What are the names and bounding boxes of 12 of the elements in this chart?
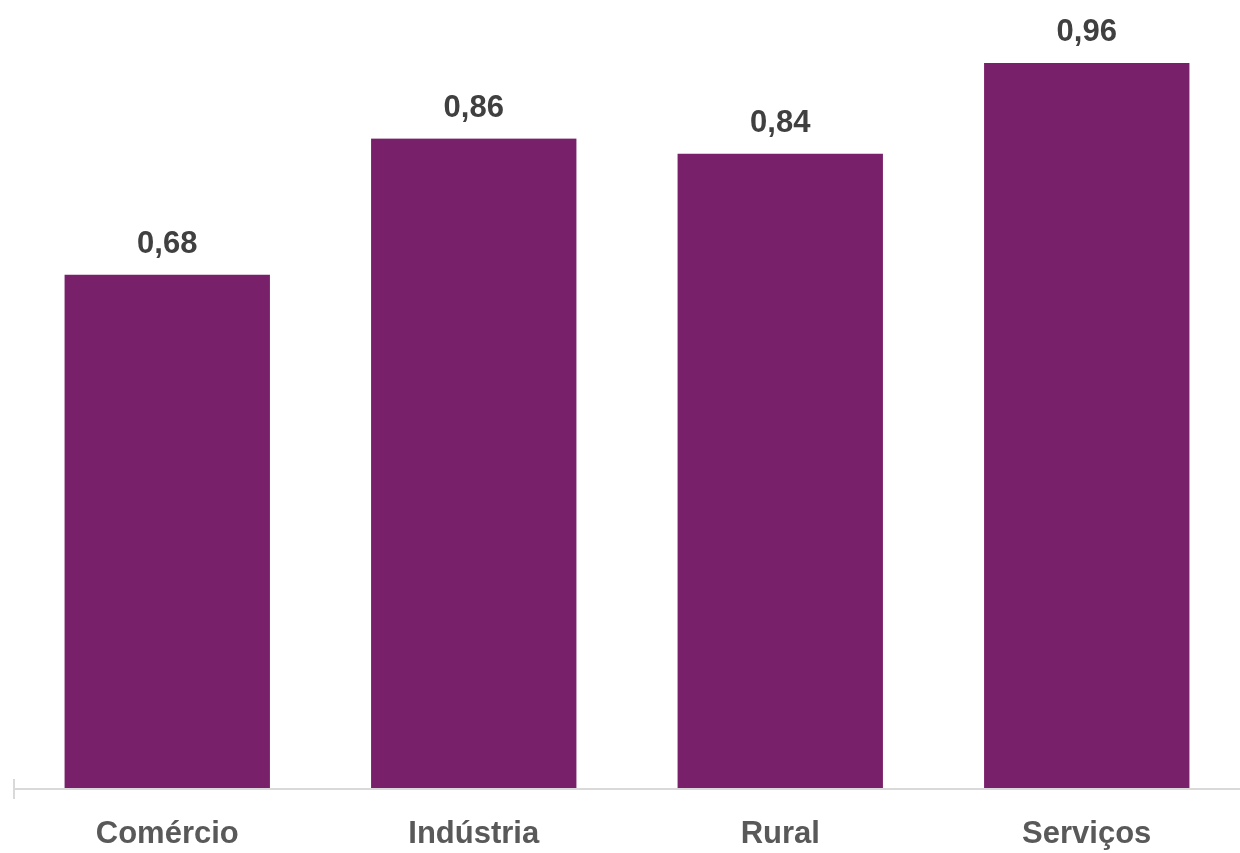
bar xyxy=(64,274,270,789)
bar xyxy=(371,138,577,789)
x-tick-label: Serviços xyxy=(1022,815,1152,850)
data-label: 0,96 xyxy=(1056,13,1117,48)
data-label: 0,86 xyxy=(443,88,504,124)
data-label: 0,68 xyxy=(137,224,198,260)
x-tick-label: Rural xyxy=(740,815,820,850)
x-tick-label: Indústria xyxy=(408,815,540,850)
bar xyxy=(677,153,883,789)
bar xyxy=(984,63,1190,789)
data-label: 0,84 xyxy=(750,103,812,139)
x-tick-label: Comércio xyxy=(95,815,239,850)
